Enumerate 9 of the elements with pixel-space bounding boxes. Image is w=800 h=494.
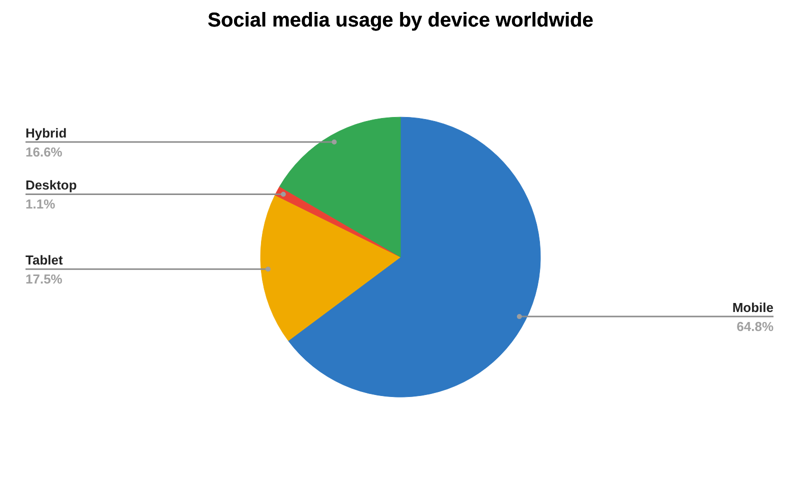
slice-label: Tablet xyxy=(26,252,64,268)
data-label: 1.1% xyxy=(26,196,56,212)
slice-label: Mobile xyxy=(732,300,774,316)
slice-label: Hybrid xyxy=(26,126,67,141)
data-label: 64.8% xyxy=(736,319,774,334)
data-label: 16.6% xyxy=(26,144,63,160)
slice-label: Desktop xyxy=(26,178,77,193)
chart-title: Social media usage by device worldwide xyxy=(208,10,594,32)
data-label: 17.5% xyxy=(26,272,63,287)
